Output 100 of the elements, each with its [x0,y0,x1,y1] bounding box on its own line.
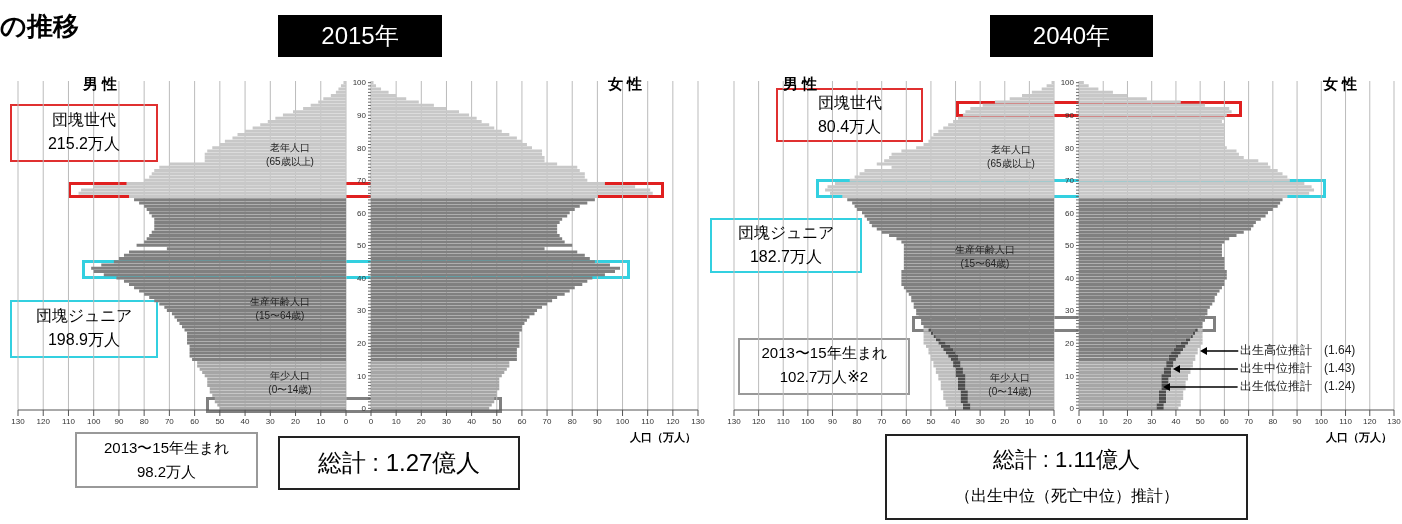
x-tick-label: 130 [727,416,742,426]
x-tick-label: 60 [190,416,200,426]
x-tick-label: 60 [901,416,912,426]
x-tick-label: 80 [852,416,863,426]
annotation: 80.4万人 [816,117,883,138]
x-tick-label: 20 [1000,416,1010,426]
y-tick-label: 0 [1069,404,1075,414]
x-tick-label: 50 [492,416,502,426]
annotation: 団塊ジュニア [35,306,133,327]
y-tick-label: 60 [357,208,367,218]
annotation: (0〜14歳) [267,382,313,396]
x-tick-label: 0 [1076,416,1082,426]
text: 総計 : 1.11億人 [991,445,1142,474]
annotation: 215.2万人 [46,134,121,155]
x-tick-label: 70 [164,416,175,426]
x-tick-label: 80 [139,416,150,426]
x-tick-label: 110 [641,416,655,426]
annotation: 団塊世代 [816,93,883,114]
chart-title: 2040年 [990,15,1153,57]
text: 2013〜15年生まれ [102,437,231,458]
annotation: 年少人口 [269,368,311,382]
x-tick-label: 10 [1098,416,1109,426]
annotation: 年少人口 [989,370,1031,384]
y-tick-label: 80 [357,143,367,153]
x-tick-label: 50 [215,416,225,426]
y-tick-label: 60 [1065,208,1075,218]
x-tick-label: 0 [343,416,349,426]
y-tick-label: 30 [357,306,367,316]
x-tick-label: 120 [666,416,681,426]
x-tick-label: 30 [975,416,986,426]
x-tick-label: 90 [592,416,603,426]
x-tick-label: 100 [801,416,816,426]
x-tick-label: 100 [87,416,101,426]
y-tick-label: 80 [1065,143,1075,153]
x-tick-label: 30 [442,416,452,426]
y-tick-label: 20 [1065,339,1075,349]
x-tick-label: 60 [517,416,527,426]
annotation: 団塊ジュニア [737,223,835,244]
annotation: 生産年齢人口 [249,294,311,308]
x-tick-label: 70 [542,416,553,426]
x-tick-label: 90 [1292,416,1303,426]
x-tick-label: 90 [828,416,838,426]
x-tick-label: 40 [951,416,961,426]
annotation: 182.7万人 [748,247,823,268]
annotation: 生産年齢人口 [954,242,1016,256]
x-tick-label: 40 [240,416,251,426]
y-tick-label: 90 [357,111,367,121]
x-tick-label: 80 [567,416,578,426]
x-axis-title: 人口（万人） [630,430,696,445]
x-tick-label: 10 [316,416,326,426]
x-tick-label: 130 [11,416,26,426]
x-tick-label: 50 [926,416,936,426]
x-axis-title: 人口（万人） [1326,430,1392,445]
annotation: 男 性 [81,73,119,94]
y-tick-label: 40 [1065,273,1075,283]
x-tick-label: 100 [615,416,630,426]
annotation: 老年人口 [990,142,1032,156]
y-tick-label: 30 [1065,306,1075,316]
y-tick-label: 100 [352,78,367,88]
y-tick-label: 50 [357,241,367,251]
x-tick-label: 40 [1171,416,1181,426]
annotation: 出生低位推計 (1.24) [1240,379,1357,395]
annotation: (65歳以上) [986,156,1036,170]
x-tick-label: 40 [467,416,477,426]
x-tick-label: 80 [1268,416,1278,426]
x-tick-label: 20 [1123,416,1133,426]
annotation: 老年人口 [269,140,311,154]
y-tick-label: 0 [361,404,367,414]
x-tick-label: 50 [1195,416,1206,426]
x-tick-label: 100 [1314,416,1329,426]
annotation: (65歳以上) [265,154,315,168]
x-tick-label: 70 [1244,416,1254,426]
x-tick-label: 90 [114,416,124,426]
annotation: 198.9万人 [46,330,121,351]
x-tick-label: 120 [751,416,766,426]
x-tick-label: 20 [291,416,301,426]
annotation: (0〜14歳) [987,384,1033,398]
x-tick-label: 60 [1219,416,1230,426]
y-tick-label: 10 [357,371,367,381]
annotation: 女 性 [1321,73,1359,94]
y-tick-label: 20 [357,339,367,349]
annotation: 団塊世代 [51,110,117,131]
y-tick-label: 10 [1065,371,1075,381]
annotation: 男 性 [781,73,819,94]
annotation: (15〜64歳) [254,308,306,322]
x-tick-label: 30 [1147,416,1157,426]
text: の推移 [0,9,80,43]
text: 98.2万人 [135,461,198,482]
annotation: 102.7万人※2 [778,366,870,387]
x-tick-label: 130 [691,416,706,426]
y-tick-label: 50 [1065,241,1075,251]
annotation: 出生中位推計 (1.43) [1240,361,1357,377]
text: （出生中位（死亡中位）推計） [953,486,1180,507]
x-tick-label: 110 [1339,416,1353,426]
x-tick-label: 0 [368,416,374,426]
x-tick-label: 120 [36,416,51,426]
annotation: (15〜64歳) [959,256,1011,270]
x-tick-label: 20 [416,416,427,426]
x-tick-label: 110 [62,416,76,426]
x-tick-label: 10 [391,416,402,426]
